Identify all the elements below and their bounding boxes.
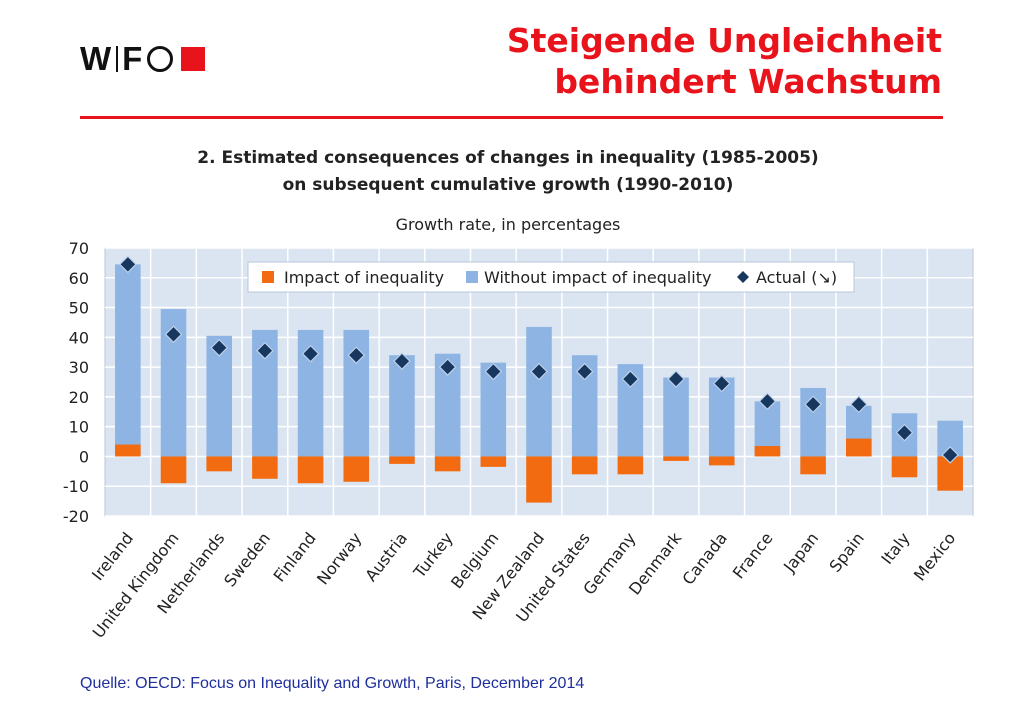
legend-swatch-impact (262, 271, 274, 283)
marker-actual (575, 362, 594, 381)
legend-box (247, 261, 855, 293)
x-category-label: Norway (313, 529, 365, 589)
bar-impact-of-inequality (343, 456, 370, 482)
y-tick-label: 20 (69, 388, 89, 407)
slide-title-line1: Steigende Ungleichheit (506, 21, 942, 60)
bar-impact-of-inequality (252, 456, 278, 479)
marker-actual (941, 446, 960, 464)
marker-actual (256, 341, 274, 360)
legend: Impact of inequality Without impact of in… (247, 261, 855, 293)
marker-actual (484, 362, 503, 381)
bar-without-impact (526, 326, 552, 457)
legend-label-impact: Impact of inequality (284, 268, 444, 287)
x-category-label: Canada (678, 529, 730, 589)
y-tick-label: 30 (69, 358, 89, 377)
bar-without-impact (663, 377, 689, 457)
y-tick-label: 10 (69, 418, 89, 437)
x-category-label: Mexico (910, 529, 959, 585)
bar-without-impact (115, 264, 141, 457)
marker-actual (804, 395, 822, 414)
marker-actual (301, 344, 320, 363)
legend-marker-actual (737, 271, 749, 283)
legend-label-actual: Actual (↘) (756, 268, 837, 287)
x-category-label: Turkey (409, 529, 457, 583)
logo-letter-w: W (80, 40, 113, 77)
logo-letter-f: F (122, 40, 144, 77)
slide-title-line2: behindert Wachstum (554, 62, 942, 101)
logo-square (181, 47, 206, 71)
marker-actual (667, 370, 685, 388)
y-tick-label: 70 (69, 239, 89, 258)
marker-actual (758, 392, 777, 411)
logo-circle (147, 46, 174, 72)
bar-impact-of-inequality (891, 456, 918, 478)
bar-impact-of-inequality (160, 456, 187, 484)
legend-swatch-without (466, 271, 478, 283)
bar-impact-of-inequality (480, 456, 507, 467)
y-tick-label: 40 (69, 328, 89, 347)
bar-impact-of-inequality (526, 456, 552, 503)
bar-impact-of-inequality (708, 456, 735, 466)
bar-impact-of-inequality (845, 438, 872, 457)
bar-without-impact (389, 355, 415, 457)
marker-actual (347, 346, 366, 365)
bar-impact-of-inequality (434, 456, 461, 472)
bar-impact-of-inequality (754, 446, 781, 457)
marker-actual (530, 362, 548, 381)
bar-impact-of-inequality (389, 456, 415, 464)
bar-impact-of-inequality (115, 444, 141, 457)
marker-actual (118, 255, 137, 274)
x-category-label: Ireland (88, 529, 137, 584)
x-category-label: Japan (779, 529, 822, 577)
x-category-label: Spain (825, 529, 867, 576)
marker-actual (393, 352, 411, 371)
y-tick-label: -10 (63, 477, 89, 496)
x-category-label: Austria (361, 529, 411, 585)
marker-actual (210, 338, 229, 357)
bar-impact-of-inequality (571, 456, 598, 475)
y-tick-label: 0 (79, 447, 89, 466)
marker-actual (164, 325, 183, 344)
chart-subtitle: Growth rate, in percentages (396, 215, 621, 234)
marker-actual (895, 423, 914, 442)
marker-actual (621, 370, 640, 388)
legend-label-without: Without impact of inequality (484, 268, 711, 287)
source-note: Quelle: OECD: Focus on Inequality and Gr… (80, 675, 585, 692)
title-underline (80, 116, 943, 119)
y-tick-label: -20 (63, 507, 89, 526)
bar-impact-of-inequality (800, 456, 826, 475)
chart-title-line1: 2. Estimated consequences of changes in … (197, 148, 818, 168)
bar-impact-of-inequality (206, 456, 233, 472)
marker-actual (712, 374, 731, 393)
chart-title-line2: on subsequent cumulative growth (1990-20… (283, 175, 734, 195)
slide-title: Steigende Ungleichheit behindert Wachstu… (422, 20, 942, 102)
y-tick-label: 50 (69, 299, 89, 318)
x-category-label: France (729, 529, 777, 583)
bar-impact-of-inequality (617, 456, 644, 475)
x-category-label: Sweden (220, 529, 274, 591)
x-category-label: Italy (877, 529, 913, 568)
marker-actual (438, 358, 457, 376)
bar-impact-of-inequality (663, 456, 689, 461)
marker-actual (849, 395, 868, 414)
logo-bar (116, 46, 119, 72)
bar-impact-of-inequality (297, 456, 324, 484)
y-tick-label: 60 (69, 269, 89, 288)
